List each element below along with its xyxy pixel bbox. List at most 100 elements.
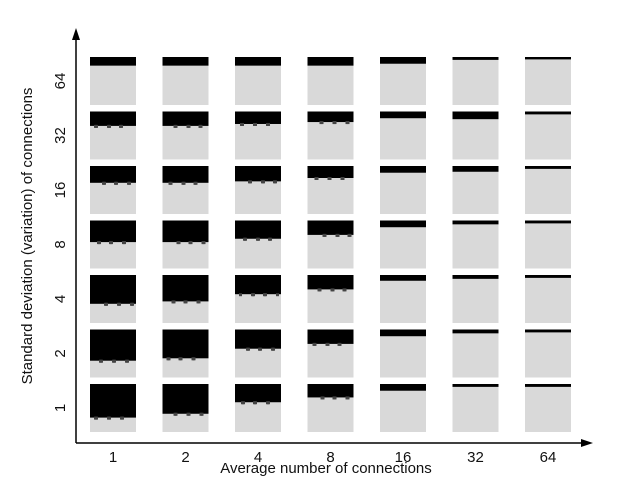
cell-dither	[202, 241, 206, 245]
cell-black-fill	[380, 57, 426, 64]
cell-dither	[336, 233, 340, 237]
x-tick-label: 8	[326, 449, 334, 466]
cell-black-fill	[90, 384, 136, 418]
cell-background	[525, 329, 571, 378]
cell-black-fill	[307, 111, 354, 123]
y-tick-label: 8	[52, 240, 69, 248]
cell-64-2	[525, 329, 571, 378]
cell-black-fill	[380, 275, 426, 281]
cell-dither	[254, 401, 257, 405]
cell-dither	[182, 181, 186, 185]
cell-dither	[200, 412, 204, 416]
cell-64-8	[525, 220, 571, 269]
cell-dither	[267, 401, 270, 405]
cell-dither	[338, 342, 342, 346]
y-tick-label: 32	[52, 127, 69, 144]
cell-32-2	[452, 329, 499, 378]
cell-black-fill	[525, 275, 571, 278]
cell-1-8	[90, 220, 136, 269]
cell-dither	[264, 293, 267, 297]
cell-dither	[121, 416, 124, 420]
cell-black-fill	[452, 111, 499, 120]
x-axis-arrow	[581, 439, 593, 447]
cell-64-32	[525, 111, 571, 160]
cell-dither	[197, 300, 201, 304]
cell-black-fill	[525, 329, 571, 333]
cell-black-fill	[90, 111, 136, 126]
cell-1-2	[90, 329, 136, 378]
cell-8-2	[307, 329, 354, 378]
cell-black-fill	[90, 275, 136, 304]
cell-dither	[323, 233, 327, 237]
cell-dither	[333, 396, 337, 400]
cell-background	[452, 111, 499, 160]
cell-dither	[348, 233, 352, 237]
cell-8-1	[307, 384, 354, 432]
cell-2-4	[162, 275, 209, 323]
cell-dither	[254, 122, 257, 126]
cell-dither	[192, 357, 196, 361]
cell-black-fill	[307, 166, 354, 178]
cell-dither	[103, 181, 106, 185]
cell-background	[380, 384, 426, 432]
cell-black-fill	[90, 57, 136, 66]
cell-dither	[95, 124, 98, 128]
cell-4-32	[235, 111, 281, 160]
cell-black-fill	[525, 166, 571, 169]
cell-dither	[247, 347, 250, 351]
cell-dither	[331, 288, 335, 292]
cell-64-4	[525, 275, 571, 323]
cell-64-64	[525, 57, 571, 105]
cell-black-fill	[452, 220, 499, 225]
cell-black-fill	[452, 166, 499, 172]
cell-8-32	[307, 111, 354, 160]
cell-dither	[341, 177, 345, 180]
cell-background	[525, 111, 571, 160]
cell-32-4	[452, 275, 499, 323]
cell-dither	[326, 342, 330, 346]
cell-16-4	[380, 275, 426, 323]
cell-8-4	[307, 275, 354, 323]
cell-dither	[98, 241, 101, 245]
cell-16-16	[380, 166, 426, 214]
y-tick-label: 2	[52, 349, 69, 357]
cell-4-64	[235, 57, 281, 105]
cell-1-16	[90, 166, 136, 214]
cell-16-1	[380, 384, 426, 432]
cell-4-4	[235, 275, 281, 323]
cell-black-fill	[380, 166, 426, 173]
cell-dither	[241, 122, 244, 126]
cell-black-fill	[307, 384, 354, 398]
cell-2-1	[162, 384, 209, 432]
cell-2-32	[162, 111, 209, 160]
cell-background	[380, 57, 426, 105]
cell-dither	[239, 293, 242, 297]
cell-black-fill	[90, 220, 136, 243]
cell-black-fill	[307, 275, 354, 290]
cell-dither	[328, 177, 332, 180]
cell-dither	[276, 293, 279, 297]
cell-1-64	[90, 57, 136, 105]
cell-dither	[346, 396, 350, 400]
y-tick-labels: 1 2 4 8 16 32 64	[52, 73, 69, 413]
cell-black-fill	[525, 384, 571, 387]
cell-dither	[189, 241, 193, 245]
cell-dither	[177, 241, 181, 245]
cell-16-2	[380, 329, 426, 378]
cell-dither	[320, 121, 324, 125]
cell-64-16	[525, 166, 571, 214]
cell-2-8	[162, 220, 209, 269]
cell-2-64	[162, 57, 209, 105]
cell-dither	[187, 124, 191, 128]
cell-background	[452, 57, 499, 105]
cell-dither	[315, 177, 319, 180]
x-tick-label: 32	[467, 449, 484, 466]
cell-background	[525, 57, 571, 105]
cell-black-fill	[162, 329, 209, 359]
cell-black-fill	[235, 57, 281, 66]
y-tick-label: 4	[52, 295, 69, 303]
cell-dither	[244, 237, 247, 241]
cell-dither	[242, 401, 245, 405]
cell-dither	[259, 347, 262, 351]
cell-16-64	[380, 57, 426, 105]
